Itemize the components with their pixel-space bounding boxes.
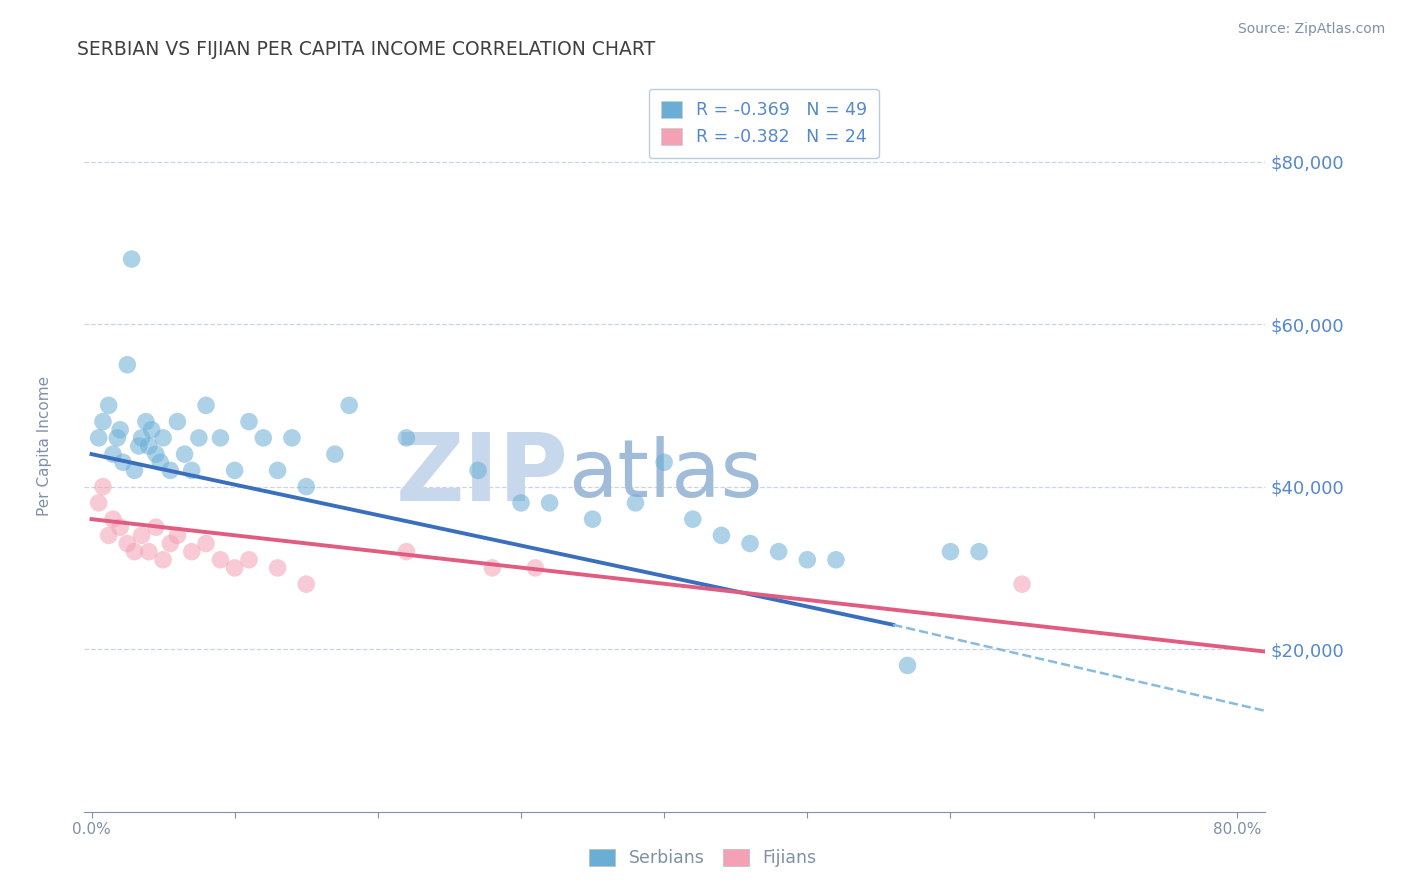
Point [252,431,274,445]
Point [238,553,260,567]
Point [91,415,114,429]
Text: Per Capita Income: Per Capita Income [38,376,52,516]
Point [97,528,120,542]
Point [538,496,561,510]
Point [281,431,304,445]
Point [939,544,962,558]
Point [108,520,131,534]
Point [91,480,114,494]
Point [135,415,157,429]
Point [195,536,218,550]
Point [131,528,153,542]
Point [224,463,246,477]
Point [124,463,146,477]
Point [87,431,110,445]
Point [111,455,134,469]
Point [187,431,209,445]
Point [510,496,533,510]
Point [152,553,174,567]
Point [159,463,181,477]
Point [159,536,181,550]
Point [682,512,704,526]
Point [138,544,160,558]
Point [117,358,139,372]
Point [209,553,232,567]
Point [149,455,172,469]
Point [1011,577,1033,591]
Point [710,528,733,542]
Text: SERBIAN VS FIJIAN PER CAPITA INCOME CORRELATION CHART: SERBIAN VS FIJIAN PER CAPITA INCOME CORR… [77,40,655,59]
Point [768,544,790,558]
Point [224,561,246,575]
Point [145,520,167,534]
Point [581,512,603,526]
Point [166,415,188,429]
Point [295,480,318,494]
Point [624,496,647,510]
Point [152,431,174,445]
Text: ZIP: ZIP [395,429,568,521]
Point [141,423,163,437]
Point [166,528,188,542]
Point [124,544,146,558]
Point [238,415,260,429]
Point [195,398,218,412]
Point [145,447,167,461]
Point [266,561,288,575]
Point [101,447,124,461]
Point [481,561,503,575]
Point [524,561,547,575]
Point [395,544,418,558]
Point [337,398,360,412]
Point [209,431,232,445]
Point [108,423,131,437]
Point [896,658,918,673]
Point [295,577,318,591]
Point [138,439,160,453]
Point [652,455,675,469]
Point [395,431,418,445]
Text: atlas: atlas [568,436,763,515]
Point [796,553,818,567]
Point [131,431,153,445]
Point [87,496,110,510]
Point [180,544,202,558]
Legend: R = -0.369   N = 49, R = -0.382   N = 24: R = -0.369 N = 49, R = -0.382 N = 24 [648,89,879,159]
Point [97,398,120,412]
Point [738,536,761,550]
Legend: Serbians, Fijians: Serbians, Fijians [582,842,824,874]
Point [825,553,848,567]
Text: Source: ZipAtlas.com: Source: ZipAtlas.com [1237,22,1385,37]
Point [967,544,990,558]
Point [180,463,202,477]
Point [128,439,150,453]
Point [173,447,195,461]
Point [467,463,489,477]
Point [117,536,139,550]
Point [121,252,143,266]
Point [101,512,124,526]
Point [266,463,288,477]
Point [323,447,346,461]
Point [105,431,128,445]
